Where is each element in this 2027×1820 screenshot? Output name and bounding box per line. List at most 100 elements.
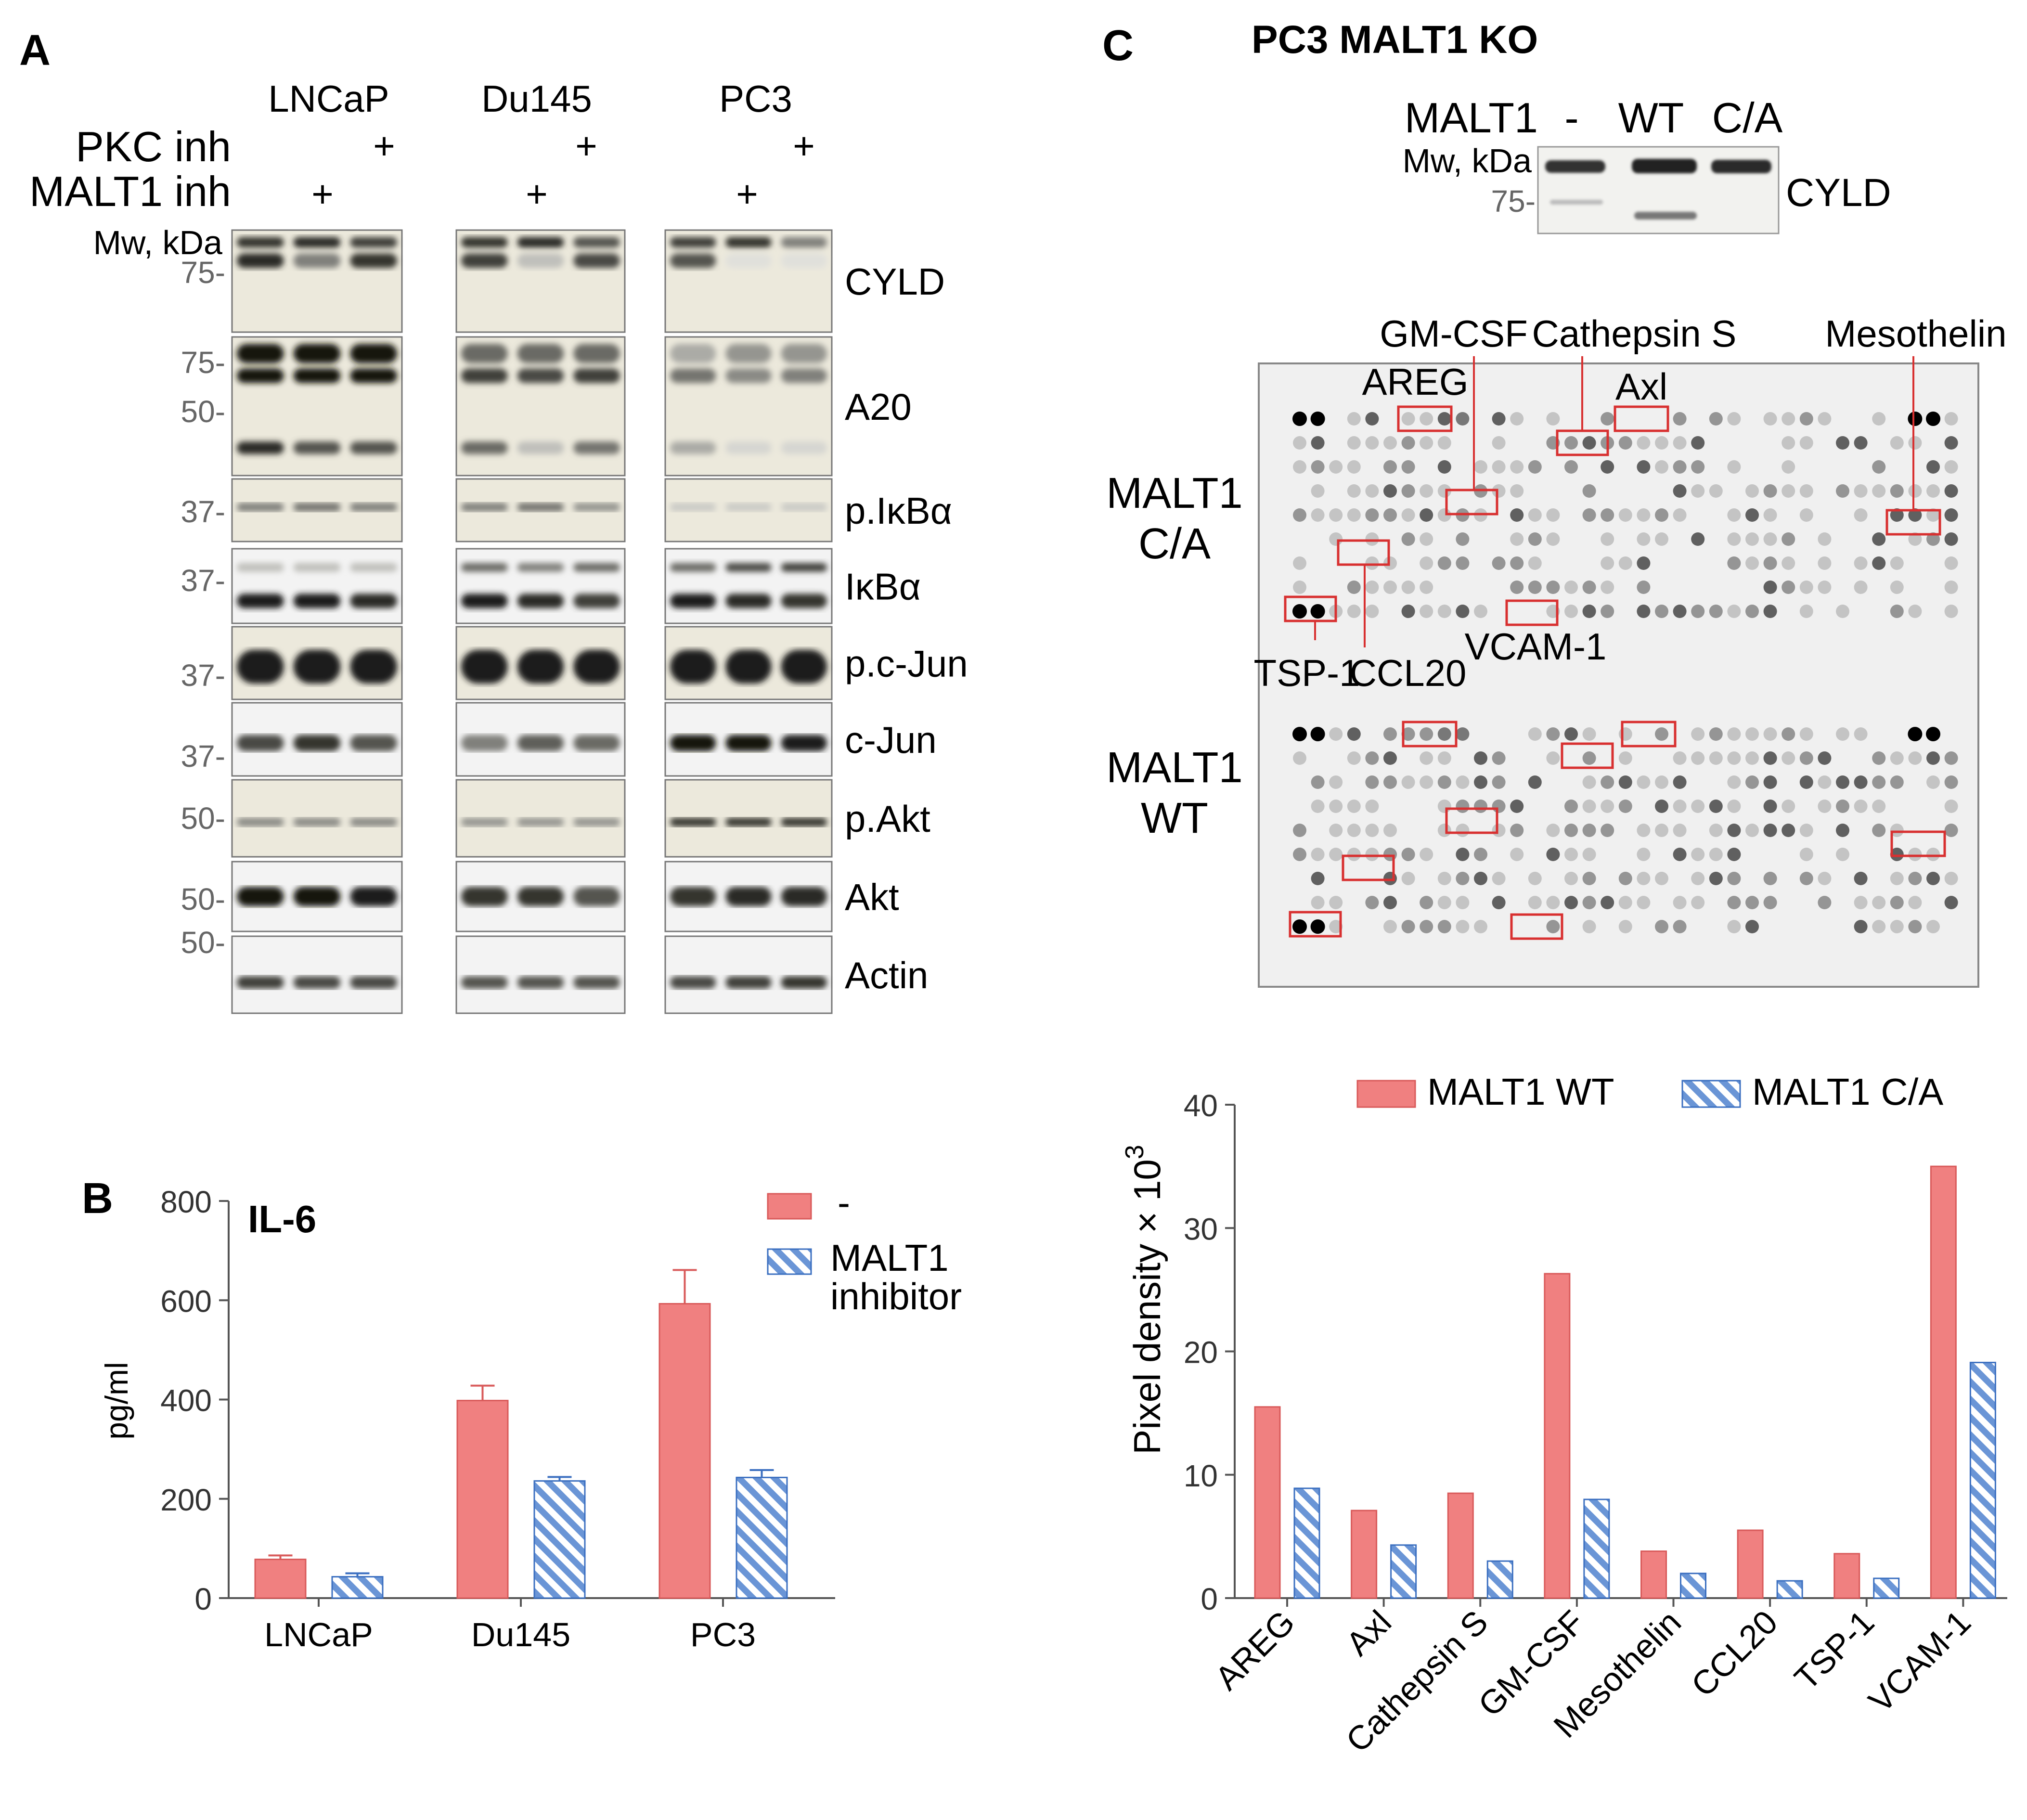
- array-dot: [1673, 800, 1687, 813]
- array-dot: [1854, 436, 1868, 450]
- reference-spot: [1310, 919, 1325, 934]
- array-dot: [1618, 727, 1632, 741]
- array-dot: [1311, 848, 1325, 861]
- array-dot: [1510, 484, 1524, 498]
- array-dot: [1691, 800, 1705, 813]
- callout-gm-csf: GM-CSF: [1380, 312, 1528, 355]
- mw-marker: 50-: [181, 925, 226, 960]
- array-dot: [1383, 872, 1397, 885]
- array-dot: [1492, 412, 1506, 426]
- bar-gm-csf-wt: [1544, 1273, 1571, 1599]
- array-dot: [1727, 872, 1741, 885]
- array-dot: [1492, 872, 1506, 885]
- band: [573, 563, 620, 572]
- array-dot: [1564, 605, 1578, 618]
- protein-label-5: c-Jun: [845, 719, 937, 761]
- array-dot: [1401, 848, 1415, 861]
- array-dot: [1437, 436, 1451, 450]
- band: [461, 368, 508, 383]
- array-dot: [1546, 920, 1560, 933]
- blot-row-7: Akt 50-: [181, 861, 899, 932]
- array-dot: [1745, 508, 1759, 522]
- legend-b-control-label: -: [838, 1181, 850, 1224]
- array-dot: [1347, 581, 1361, 594]
- highlight-box: [1402, 721, 1458, 748]
- blot-bands: [670, 735, 827, 751]
- y-tick-label: 10: [1184, 1459, 1218, 1493]
- array-dot: [1365, 605, 1379, 618]
- array-dot: [1401, 436, 1415, 450]
- array-dot: [1546, 751, 1560, 765]
- array-dot: [1908, 920, 1922, 933]
- x-tick-label: PC3: [690, 1616, 756, 1653]
- array-dot: [1347, 848, 1361, 861]
- band: [350, 735, 397, 751]
- bar-tsp-1-ca: [1873, 1577, 1900, 1599]
- array-dot: [1456, 605, 1470, 618]
- bar-ccl20-ca: [1776, 1580, 1803, 1599]
- array-dot: [1944, 412, 1958, 426]
- array-dot: [1745, 824, 1759, 837]
- band: [517, 253, 564, 268]
- array-dot: [1727, 896, 1741, 909]
- array-dot: [1709, 605, 1723, 618]
- band: [670, 594, 716, 608]
- array-dot: [1745, 775, 1759, 789]
- array-dot: [1691, 460, 1705, 474]
- array-dot: [1818, 412, 1832, 426]
- array-dot: [1401, 581, 1415, 594]
- band: [350, 368, 397, 383]
- array-dot: [1347, 508, 1361, 522]
- array-dot: [1474, 751, 1487, 765]
- array-dot: [1836, 848, 1849, 861]
- mw-marker: 75-: [181, 255, 226, 290]
- band: [725, 344, 772, 363]
- array-dot: [1401, 484, 1415, 498]
- array-dot: [1709, 484, 1723, 498]
- array-dot: [1456, 727, 1470, 741]
- array-dot: [1401, 508, 1415, 522]
- array-dot: [1854, 727, 1868, 741]
- band: [293, 887, 341, 906]
- mw-header-a: Mw, kDa: [93, 224, 222, 261]
- array-dot: [1564, 848, 1578, 861]
- blot-bands: [461, 237, 620, 268]
- array-row-wt-l2: WT: [1141, 794, 1208, 842]
- callout-tsp1: TSP-1: [1253, 652, 1360, 694]
- blot-bands: [670, 237, 827, 268]
- band: [237, 735, 284, 751]
- band: [573, 503, 620, 512]
- array-dot: [1546, 412, 1560, 426]
- array-dot: [1311, 896, 1325, 909]
- array-dot: [1437, 460, 1451, 474]
- array-dot: [1854, 508, 1868, 522]
- array-dot: [1727, 605, 1741, 618]
- array-dot: [1582, 508, 1596, 522]
- blot-bands: [237, 887, 397, 906]
- array-dot: [1564, 581, 1578, 594]
- band: [573, 976, 620, 989]
- array-dot: [1420, 896, 1433, 909]
- array-dot: [1420, 436, 1433, 450]
- array-dot: [1637, 508, 1651, 522]
- array-dot: [1582, 848, 1596, 861]
- array-dot: [1528, 896, 1542, 909]
- array-dot: [1691, 436, 1705, 450]
- array-dot: [1420, 751, 1433, 765]
- band: [781, 237, 827, 248]
- reference-spot: [1908, 727, 1923, 741]
- array-dot: [1890, 605, 1904, 618]
- array-dot: [1763, 412, 1777, 426]
- y-tick-label: 200: [160, 1483, 212, 1517]
- array-dot: [1782, 460, 1795, 474]
- array-dot: [1437, 872, 1451, 885]
- array-dot: [1365, 508, 1379, 522]
- treatment-plus-marks: + + + + + +: [311, 125, 815, 215]
- array-dot: [1854, 920, 1868, 933]
- array-dot: [1926, 751, 1940, 765]
- blot-row-5: c-Jun 37-: [181, 702, 937, 777]
- array-dot: [1799, 484, 1813, 498]
- band: [670, 368, 716, 383]
- array-dot: [1329, 727, 1343, 741]
- array-dot: [1618, 508, 1632, 522]
